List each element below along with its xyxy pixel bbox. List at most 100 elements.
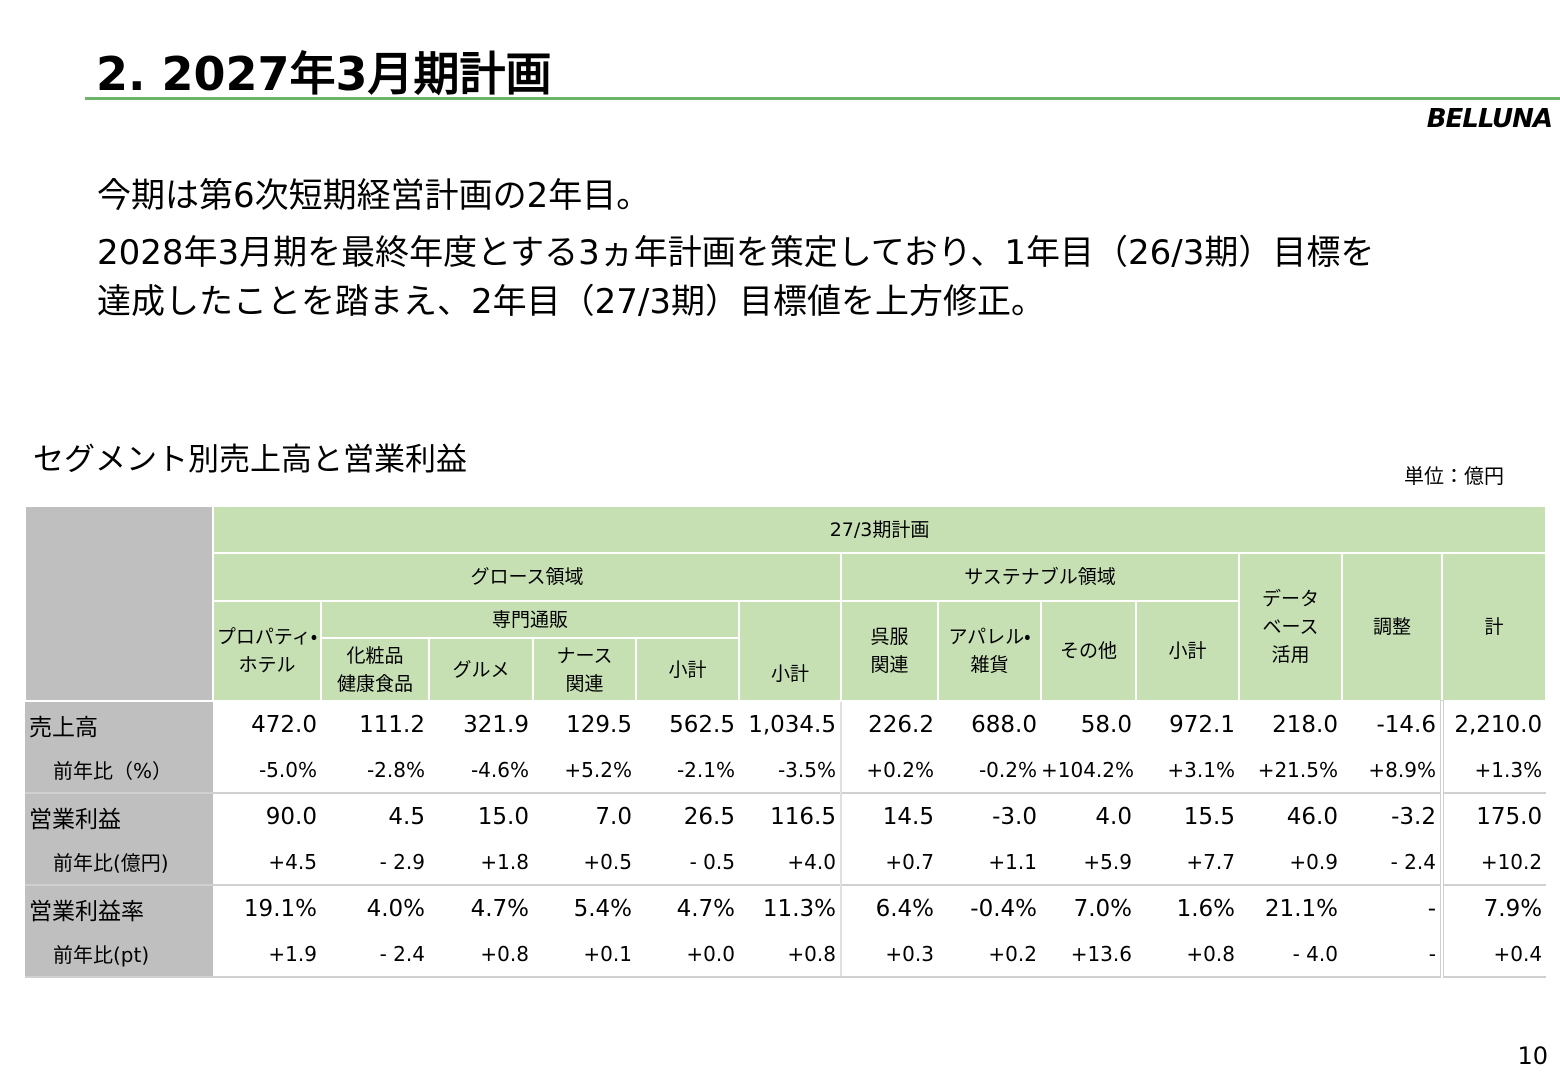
- value-cell: +13.6: [1041, 931, 1136, 978]
- table-row: 前年比(pt) +1.9- 2.4 +0.8 +0.1 +0.0 +0.8 +0.3 +0.2…: [25, 931, 1547, 978]
- value-cell: +0.8: [1136, 931, 1239, 978]
- value-cell: +5.9: [1083, 849, 1132, 874]
- value-cell: +10.2: [1439, 839, 1547, 885]
- header-cell: その他: [1040, 600, 1137, 702]
- value-cell: 175.0: [1439, 792, 1547, 839]
- title: 2. 2027年3月期計画: [96, 47, 552, 101]
- value-cell: 1,034.5: [739, 700, 841, 747]
- header-cell: 専門通販: [320, 600, 740, 639]
- header-cell: サステナブル領域: [840, 552, 1240, 602]
- value-cell: - 4.0: [1239, 931, 1342, 978]
- value-cell: -: [1342, 931, 1442, 978]
- header-cell: 小計: [1135, 600, 1240, 702]
- value-cell: +0.2: [938, 931, 1041, 978]
- value-cell: 972.1: [1136, 700, 1239, 747]
- body-line: 達成したことを踏まえ、2年目（27/3期）目標値を上方修正。: [97, 282, 1045, 322]
- value-cell: +1.8: [480, 849, 529, 874]
- value-cell: -5.0%: [258, 757, 317, 782]
- value-cell: +0.8: [739, 931, 841, 978]
- value-cell: 46.0: [1239, 792, 1342, 839]
- header-cell: 計: [1440, 552, 1548, 702]
- value-cell: 4.7%: [429, 884, 533, 931]
- value-cell: -0.2%: [978, 757, 1037, 782]
- value-cell: +4.0: [787, 849, 836, 874]
- value-cell: +0.2%: [840, 747, 938, 793]
- value-cell: 19.1%: [213, 884, 321, 931]
- value-cell: 21.1%: [1239, 884, 1342, 931]
- value-cell: +1.3%: [1439, 747, 1547, 793]
- row-label: 売上高: [25, 700, 213, 747]
- body-line: 2028年3月期を最終年度とする3ヵ年計画を策定しており、1年目（26/3期）目…: [97, 233, 1375, 273]
- value-cell: -3.2: [1342, 792, 1442, 839]
- value-cell: 90.0: [213, 792, 321, 839]
- value-cell: +8.9%: [1368, 757, 1436, 782]
- value-cell: +0.7: [840, 839, 938, 885]
- table-row: 営業利益率 19.1% 4.0% 4.7% 5.4% 4.7% 11.3% 6.4% -0.4%…: [25, 884, 1547, 931]
- value-cell: -: [1342, 884, 1442, 931]
- value-cell: 7.9%: [1439, 884, 1547, 931]
- value-cell: 15.5: [1136, 792, 1239, 839]
- header-cell: 小計: [738, 600, 842, 702]
- header-cell: ナース 関連: [532, 637, 637, 702]
- value-cell: +0.0: [636, 931, 739, 978]
- header-cell: 化粧品 健康食品: [320, 637, 430, 702]
- value-cell: 472.0: [213, 700, 321, 747]
- value-cell: - 2.4: [1390, 849, 1436, 874]
- title-rule: [85, 97, 1560, 100]
- row-label: 営業利益: [25, 792, 213, 839]
- logo: BELLUNA: [1426, 104, 1553, 134]
- value-cell: +21.5%: [1257, 757, 1338, 782]
- table-row: 売上高 472.0 111.2 321.9 129.5 562.5 1,034.5 226.2…: [25, 700, 1547, 747]
- value-cell: 321.9: [429, 700, 533, 747]
- value-cell: +0.5: [583, 849, 632, 874]
- value-cell: 4.0: [1041, 792, 1136, 839]
- value-cell: 688.0: [938, 700, 1041, 747]
- value-cell: +0.1: [533, 931, 636, 978]
- value-cell: 26.5: [636, 792, 739, 839]
- value-cell: 7.0: [533, 792, 636, 839]
- value-cell: 111.2: [321, 700, 429, 747]
- value-cell: -2.1%: [676, 757, 735, 782]
- value-cell: - 2.4: [321, 931, 429, 978]
- value-cell: +0.8: [429, 931, 533, 978]
- unit: 単位：億円: [1404, 464, 1504, 488]
- row-label: 前年比（%）: [25, 747, 213, 793]
- value-cell: 4.7%: [636, 884, 739, 931]
- value-cell: -0.4%: [938, 884, 1041, 931]
- table-caption: セグメント別売上高と営業利益: [33, 442, 467, 478]
- header-cell: アパレル・ 雑貨: [937, 600, 1042, 702]
- value-cell: 58.0: [1041, 700, 1136, 747]
- header-cell: データ ベース 活用: [1238, 552, 1343, 702]
- value-cell: -3.0: [938, 792, 1041, 839]
- value-cell: 14.5: [840, 792, 938, 839]
- value-cell: +1.1: [988, 849, 1037, 874]
- value-cell: 218.0: [1239, 700, 1342, 747]
- value-cell: 15.0: [429, 792, 533, 839]
- value-cell: - 2.9: [379, 849, 425, 874]
- table-body: 売上高 472.0 111.2 321.9 129.5 562.5 1,034.5 226.2…: [25, 700, 1547, 978]
- page-number: 10: [1517, 1042, 1548, 1070]
- value-cell: 129.5: [533, 700, 636, 747]
- header-cell: 27/3期計画: [211, 505, 1548, 554]
- value-cell: -3.5%: [777, 757, 836, 782]
- row-label: 前年比(pt): [25, 931, 213, 978]
- value-cell: 4.0%: [321, 884, 429, 931]
- value-cell: 4.5: [321, 792, 429, 839]
- value-cell: +104.2%: [1041, 757, 1135, 782]
- table-row: 前年比(億円) +4.5 - 2.9 +1.8 +0.5 - 0.5 +4.0 +0.7 +1.…: [25, 839, 1547, 885]
- value-cell: +0.3: [840, 931, 938, 978]
- value-cell: 6.4%: [840, 884, 938, 931]
- segment-table: 27/3期計画 グロース領域 サステナブル領域 データ ベース 活用 調整 計 …: [24, 505, 1548, 978]
- table-row: 前年比（%） -5.0% -2.8% -4.6% +5.2% -2.1% -3.5% +0.2…: [25, 747, 1547, 793]
- value-cell: 1.6%: [1136, 884, 1239, 931]
- value-cell: 5.4%: [533, 884, 636, 931]
- header-cell: 呉服 関連: [840, 600, 939, 702]
- corner-cell: [24, 505, 214, 702]
- value-cell: +1.9: [213, 931, 321, 978]
- value-cell: 7.0%: [1041, 884, 1136, 931]
- value-cell: +7.7: [1186, 849, 1235, 874]
- value-cell: -14.6: [1342, 700, 1442, 747]
- row-label: 営業利益率: [25, 884, 213, 931]
- value-cell: +0.4: [1439, 931, 1547, 978]
- value-cell: +0.9: [1289, 849, 1338, 874]
